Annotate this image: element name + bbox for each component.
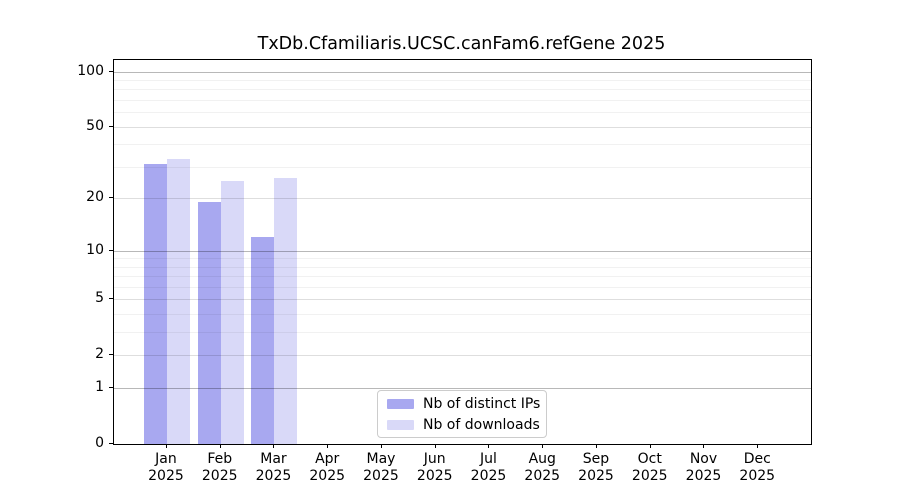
legend-item-downloads: Nb of downloads: [387, 417, 546, 433]
gridline-y-60: [114, 112, 811, 114]
y-tick-label-20: 20: [86, 189, 104, 206]
gridline-y-100: [114, 71, 811, 73]
y-tick-label-100: 100: [77, 62, 104, 79]
gridline-y-70: [114, 100, 811, 102]
y-tick-mark-50: [109, 125, 113, 127]
y-tick-label-10: 10: [86, 241, 104, 258]
x-tick-label-jun: Jun 2025: [416, 451, 453, 484]
gridline-y-8: [114, 266, 811, 268]
x-tick-mark-may: [380, 444, 382, 448]
bar-nb-of-distinct-ips-mar: [251, 237, 275, 444]
gridline-y-50: [114, 126, 811, 128]
bar-nb-of-downloads-jan: [166, 159, 190, 444]
y-tick-mark-1: [109, 387, 113, 389]
y-tick-mark-5: [109, 298, 113, 300]
y-tick-mark-2: [109, 354, 113, 356]
bar-nb-of-distinct-ips-jan: [143, 164, 167, 444]
gridline-y-10: [114, 250, 811, 252]
gridline-y-7: [114, 276, 811, 278]
y-tick-label-2: 2: [95, 346, 104, 363]
x-tick-mark-feb: [219, 444, 221, 448]
gridline-y-1: [114, 388, 811, 390]
x-tick-label-mar: Mar 2025: [255, 451, 292, 484]
legend-label-downloads: Nb of downloads: [423, 416, 540, 433]
x-tick-mark-mar: [273, 444, 275, 448]
legend-swatch-downloads-icon: [387, 419, 414, 430]
legend-item-distinct-ips: Nb of distinct IPs: [387, 396, 546, 412]
legend-label-distinct-ips: Nb of distinct IPs: [423, 395, 541, 412]
x-tick-mark-jun: [434, 444, 436, 448]
x-tick-label-jan: Jan 2025: [148, 451, 184, 484]
x-tick-label-aug: Aug 2025: [524, 451, 561, 484]
gridline-y-9: [114, 258, 811, 260]
y-tick-mark-0: [109, 443, 113, 444]
x-tick-mark-dec: [757, 444, 759, 448]
gridline-y-4: [114, 314, 811, 316]
y-tick-label-5: 5: [95, 290, 104, 307]
plot-area: [113, 59, 812, 445]
x-tick-label-feb: Feb 2025: [201, 451, 238, 484]
x-tick-mark-nov: [703, 444, 705, 448]
x-tick-mark-apr: [327, 444, 329, 448]
x-tick-label-jul: Jul 2025: [470, 451, 507, 484]
x-tick-label-nov: Nov 2025: [685, 451, 722, 484]
x-tick-label-sep: Sep 2025: [578, 451, 614, 484]
x-tick-mark-sep: [595, 444, 597, 448]
x-tick-label-may: May 2025: [363, 451, 399, 484]
x-tick-label-dec: Dec 2025: [739, 451, 776, 484]
bar-nb-of-downloads-feb: [220, 181, 244, 444]
gridline-y-40: [114, 144, 811, 146]
gridline-y-3: [114, 332, 811, 334]
y-tick-mark-20: [109, 197, 113, 199]
legend: Nb of distinct IPs Nb of downloads: [377, 390, 547, 438]
y-tick-label-50: 50: [86, 117, 104, 134]
gridline-y-6: [114, 287, 811, 288]
gridline-y-20: [114, 198, 811, 200]
gridline-y-90: [114, 80, 811, 82]
y-tick-mark-10: [109, 249, 113, 251]
legend-swatch-distinct-ips-icon: [387, 398, 414, 409]
gridline-y-2: [114, 355, 811, 357]
y-tick-label-0: 0: [95, 435, 104, 451]
bar-nb-of-distinct-ips-feb: [197, 202, 221, 444]
y-tick-mark-100: [109, 70, 113, 72]
gridline-y-80: [114, 89, 811, 91]
gridline-y-30: [114, 166, 811, 168]
x-tick-label-apr: Apr 2025: [309, 451, 346, 484]
bar-nb-of-downloads-mar: [274, 178, 298, 444]
x-tick-mark-aug: [542, 444, 544, 448]
x-tick-mark-jan: [165, 444, 167, 448]
gridline-y-5: [114, 299, 811, 301]
x-tick-mark-oct: [649, 444, 651, 448]
y-tick-label-1: 1: [95, 379, 104, 396]
x-tick-label-oct: Oct 2025: [631, 451, 668, 484]
chart-title: TxDb.Cfamiliaris.UCSC.canFam6.refGene 20…: [257, 34, 666, 54]
x-tick-mark-jul: [488, 444, 490, 448]
